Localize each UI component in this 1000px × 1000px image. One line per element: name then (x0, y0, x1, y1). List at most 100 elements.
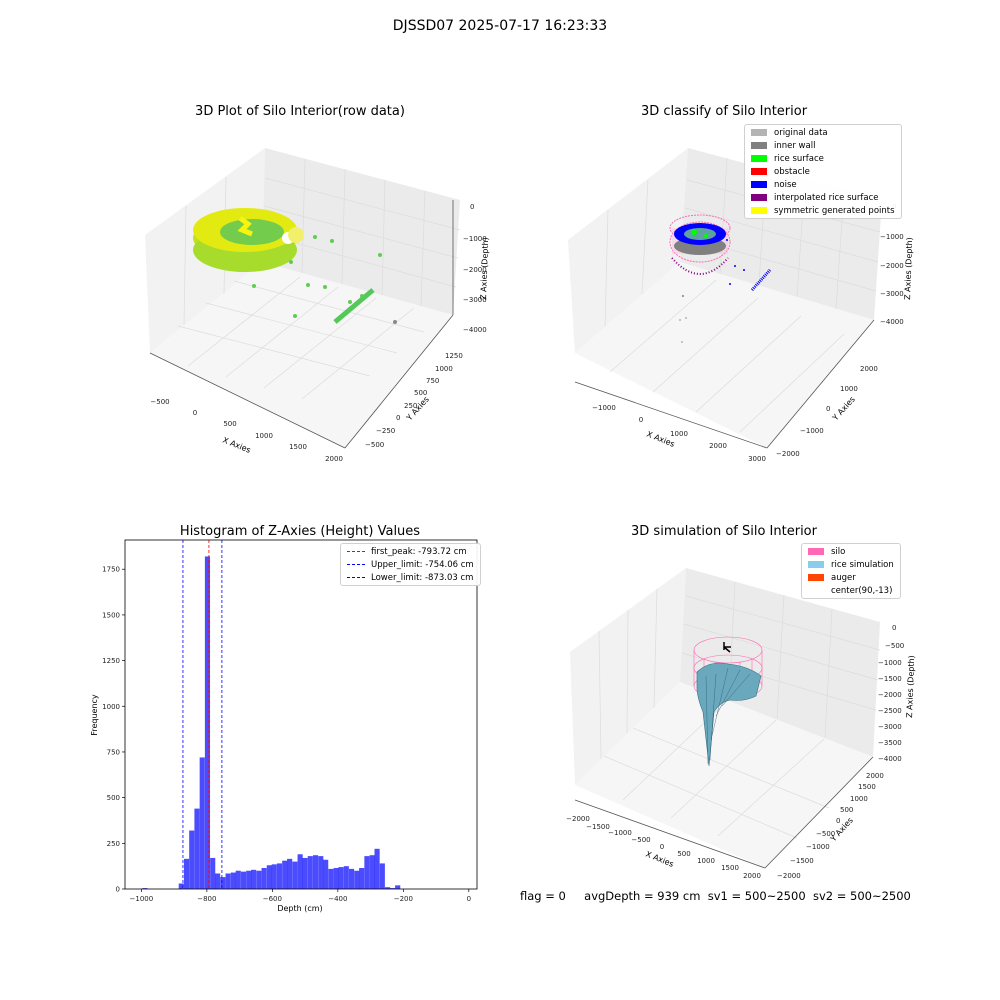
legend-swatch (751, 181, 767, 188)
p2-xtick: 3000 (748, 455, 766, 463)
histogram-ytick: 1250 (102, 657, 120, 665)
p4-zlabel: Z Axies (Depth) (905, 655, 916, 718)
histogram-xticks: −1000 −800 −600 −400 −200 0 (130, 889, 471, 903)
panel2-xticks: −1000 0 1000 2000 3000 (592, 404, 766, 463)
status-footer: flag = 0 avgDepth = 939 cm sv1 = 500~250… (520, 889, 911, 903)
histogram-bar (297, 854, 303, 889)
p1-ztick: −1000 (463, 235, 487, 243)
histogram-bar (142, 888, 148, 889)
auger-marker (723, 642, 731, 653)
histogram-ytick: 500 (107, 794, 120, 802)
histogram-bar (384, 887, 391, 889)
panel4-grid (570, 568, 881, 868)
sv1-text: sv1 = 500~2500 (707, 889, 806, 903)
histogram-ytick: 0 (116, 886, 120, 894)
histogram-bar (395, 885, 401, 889)
histogram-ytick: 1750 (102, 566, 120, 574)
legend-item: Lower_limit: -873.03 cm (341, 571, 480, 584)
histogram-xtick: −200 (394, 895, 413, 903)
histogram-ytick: 750 (107, 748, 120, 756)
panel4-xticks: −2000 −1500 −1000 −500 0 500 1000 1500 2… (566, 815, 761, 880)
p1-ytick: 1250 (445, 352, 463, 360)
p4-xtick: 500 (677, 850, 690, 858)
histogram-bar (354, 870, 360, 889)
p1-ytick: 1000 (435, 365, 453, 373)
histogram-bar (389, 888, 396, 889)
histogram-bar (343, 866, 349, 889)
histogram-bar (333, 867, 339, 889)
panel4-yticks: −2000 −1500 −1000 −500 0 500 1000 1500 2… (777, 772, 884, 880)
histogram-bar (204, 556, 211, 889)
p1-ytick: 500 (414, 389, 427, 397)
p4-ztick: −1500 (878, 675, 902, 683)
histogram-bar (369, 855, 375, 889)
panel3-title: Histogram of Z-Axies (Height) Values (179, 524, 421, 539)
panel1-yticks: −500 −250 0 250 500 750 1000 1250 (365, 352, 463, 449)
legend-item: center(90,-13) (802, 584, 900, 597)
legend-item: first_peak: -793.72 cm (341, 545, 480, 558)
p4-ztick: −500 (885, 642, 904, 650)
histogram-bar (220, 877, 226, 889)
p1-xtick: −500 (150, 398, 169, 406)
histogram-bar (271, 864, 277, 889)
histogram-vlines (182, 540, 223, 889)
p2-xtick: 1000 (670, 430, 688, 438)
histogram-yticks: 0 250 500 750 1000 1250 1500 1750 (102, 566, 125, 894)
histogram-legend: first_peak: -793.72 cm Upper_limit: -754… (340, 543, 481, 586)
histogram-xtick: −400 (328, 895, 347, 903)
panel4-zticks: 0 −500 −1000 −1500 −2000 −2500 −3000 −35… (878, 624, 904, 763)
legend-swatch (808, 574, 824, 581)
histogram-bar (199, 757, 205, 889)
p4-ztick: −1000 (878, 659, 902, 667)
histogram-bar (359, 867, 365, 889)
legend-item: symmetric generated points (745, 204, 901, 217)
histogram-bar (374, 848, 380, 889)
legend-item: Upper_limit: -754.06 cm (341, 558, 480, 571)
p1-xtick: 0 (193, 409, 197, 417)
histogram-ytick: 1000 (102, 703, 120, 711)
p1-xtick: 1500 (289, 443, 307, 451)
histogram-bar (194, 808, 200, 889)
panel2-title: 3D classify of Silo Interior (640, 104, 808, 119)
histogram-bar (246, 870, 252, 889)
histogram-bar (287, 858, 293, 889)
histogram-bar (379, 863, 385, 889)
p2-ztick: −3000 (880, 290, 904, 298)
panel4-title: 3D simulation of Silo Interior (631, 524, 817, 539)
legend-item: rice simulation (802, 558, 900, 571)
legend-swatch (808, 561, 824, 568)
histogram-bar (276, 863, 283, 889)
flag-text: flag = 0 (520, 889, 566, 903)
legend-item: noise (745, 178, 901, 191)
legend-swatch (751, 142, 767, 149)
histogram-xtick: −1000 (130, 895, 154, 903)
p1-ytick: 250 (404, 402, 417, 410)
p4-ztick: −3000 (878, 723, 902, 731)
p4-ytick: −500 (816, 830, 835, 838)
legend-swatch (751, 194, 767, 201)
p4-ytick: 1000 (850, 795, 868, 803)
histogram-bar (312, 855, 319, 889)
p4-ztick: −4000 (878, 755, 902, 763)
histogram-bar (307, 856, 313, 889)
histogram-bar (338, 867, 344, 889)
histogram-bars (142, 556, 401, 889)
histogram-bar (183, 858, 190, 889)
legend-swatch (751, 207, 767, 214)
p1-zlabel: Z Axies (Depth) (479, 237, 490, 300)
histogram-ylabel: Frequency (90, 694, 99, 736)
panel1-title: 3D Plot of Silo Interior(row data) (195, 104, 405, 119)
histogram-xlabel: Depth (cm) (277, 904, 322, 913)
figure-title: DJSSD07 2025-07-17 16:23:33 (392, 18, 608, 34)
histogram-bar (318, 856, 324, 889)
p4-ytick: 2000 (866, 772, 884, 780)
p4-ztick: 0 (892, 624, 896, 632)
legend-swatch (808, 548, 824, 555)
p4-ztick: −2500 (878, 707, 902, 715)
p1-xtick: 2000 (325, 455, 343, 463)
histogram-bar (282, 860, 288, 889)
p2-xtick: −1000 (592, 404, 616, 412)
histogram-bar (292, 861, 298, 889)
p4-ytick: 1500 (858, 783, 876, 791)
p2-ztick: −4000 (880, 318, 904, 326)
